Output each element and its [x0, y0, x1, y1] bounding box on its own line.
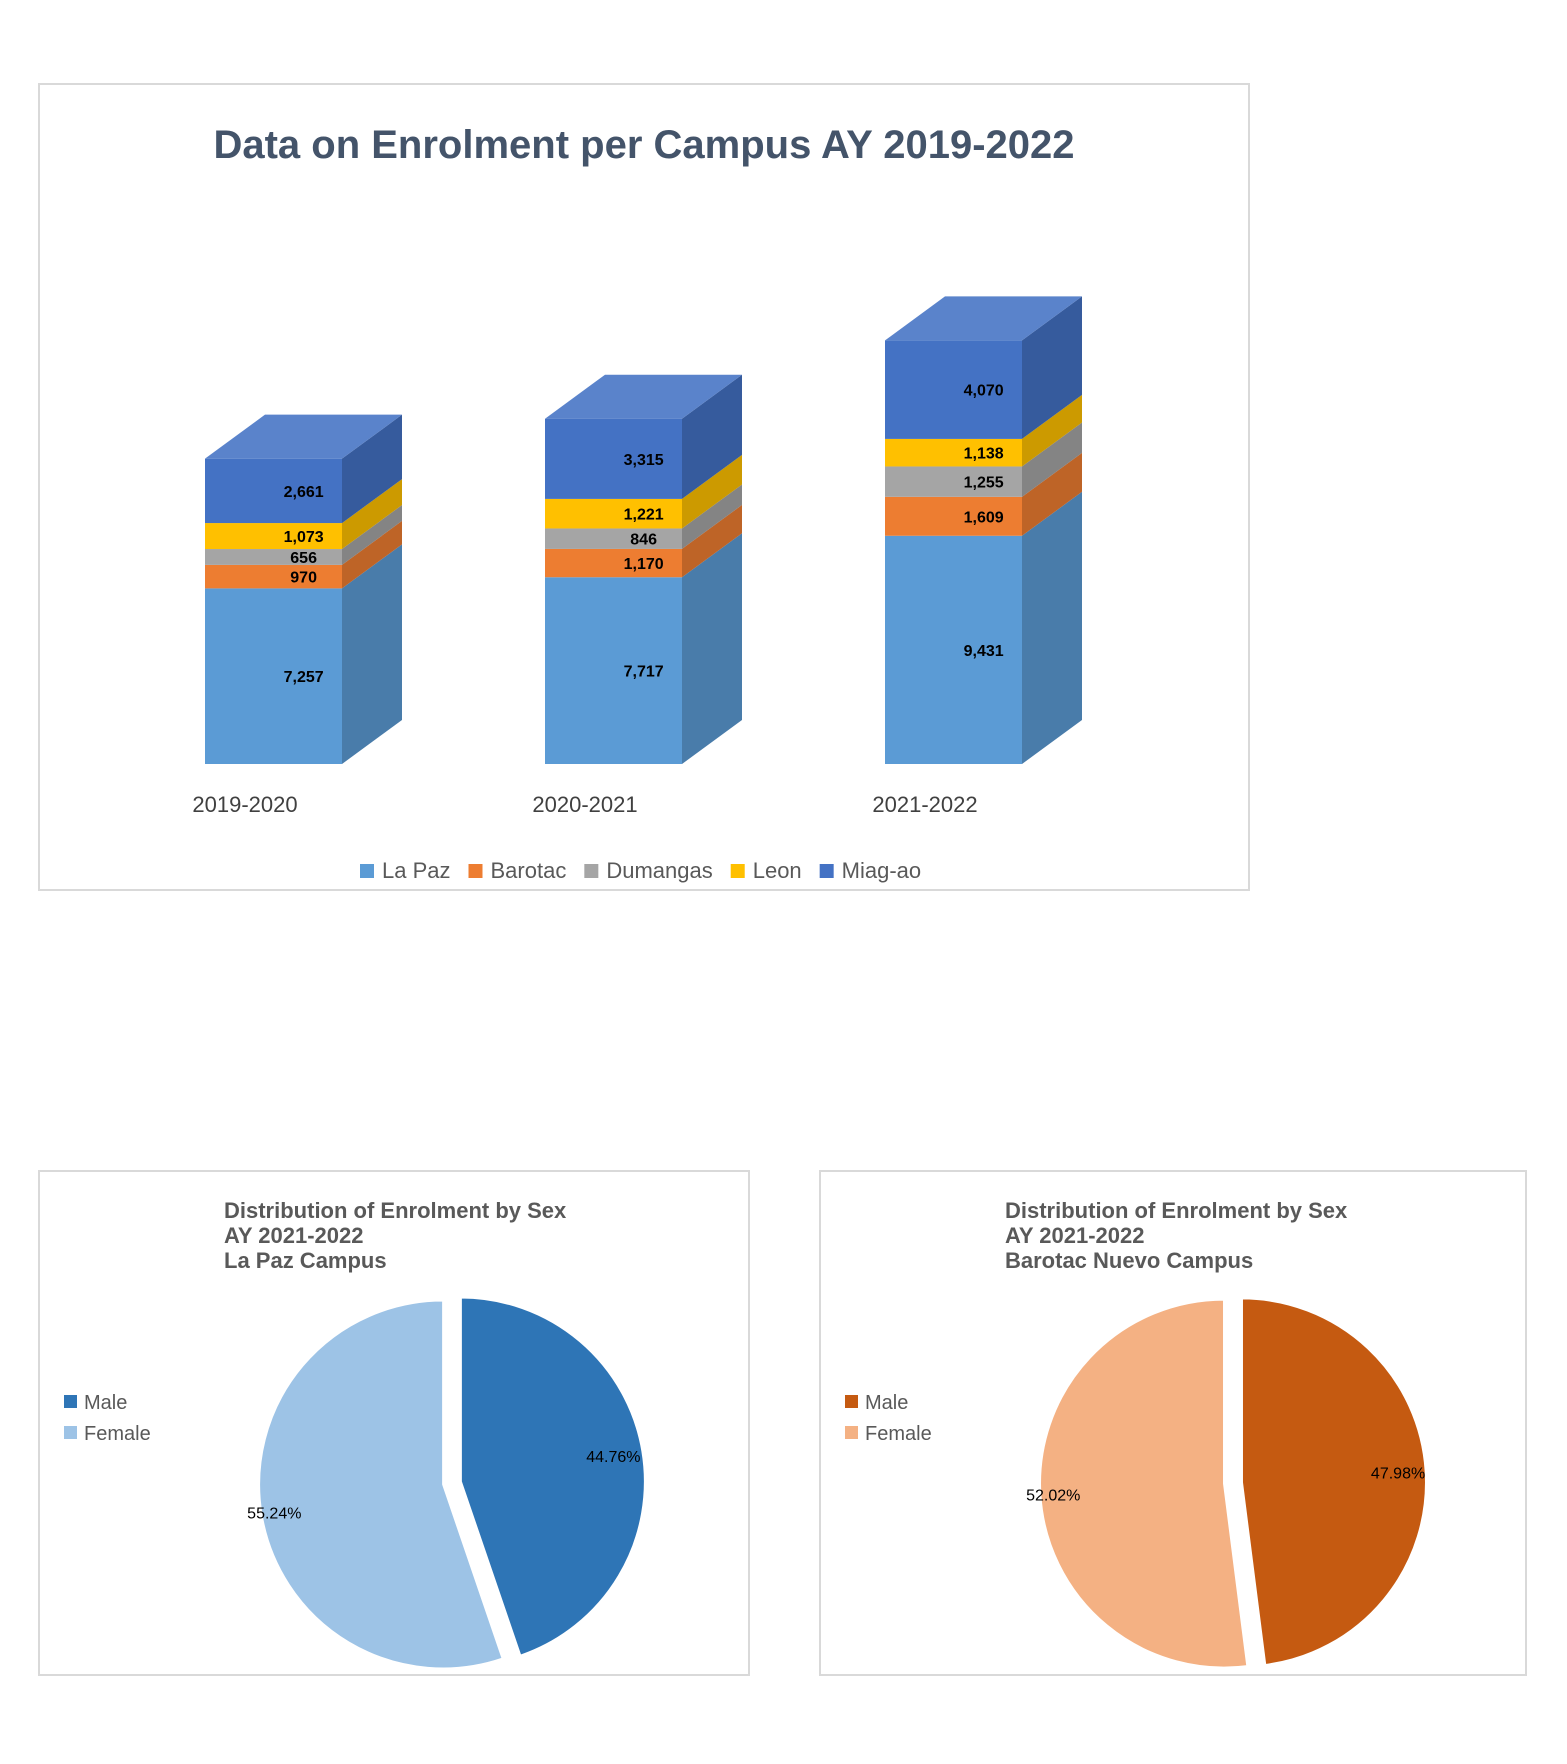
data-label: 9,431 — [964, 643, 1004, 660]
bar-segment-dumangas-2019-2020: 656 — [205, 505, 402, 567]
bar-segment-miag-ao-2021-2022: 4,070 — [885, 296, 1082, 439]
legend-label: Dumangas — [606, 858, 712, 883]
legend-item: Miag-ao — [819, 858, 921, 883]
data-label: 4,070 — [964, 383, 1004, 400]
pie-slices: 47.98% 52.02% — [1026, 1297, 1427, 1669]
category-label: 2021-2022 — [872, 792, 977, 817]
pie-title-line: Distribution of Enrolment by Sex — [224, 1198, 567, 1223]
legend-swatch — [468, 864, 483, 878]
data-label: 7,717 — [624, 664, 664, 681]
legend-swatch — [845, 1426, 858, 1439]
pie-slice-male — [1240, 1297, 1427, 1667]
pie-title-line: Distribution of Enrolment by Sex — [1005, 1198, 1348, 1223]
legend-swatch — [584, 864, 599, 878]
legend-swatch — [730, 864, 745, 878]
data-label: 1,255 — [964, 475, 1004, 492]
pie-slice-female — [1039, 1298, 1249, 1669]
pie-title-line: AY 2021-2022 — [224, 1223, 363, 1248]
bar-segment-dumangas-2020-2021: 846 — [545, 484, 742, 549]
pie-legend: Male Female — [845, 1392, 932, 1445]
data-label: 1,170 — [624, 556, 664, 573]
pie-title-line: La Paz Campus — [224, 1248, 387, 1273]
legend-swatch — [819, 864, 834, 878]
legend-item: Barotac — [468, 858, 567, 883]
bar-segment-barotac-2021-2022: 1,609 — [885, 452, 1082, 536]
legend-label: Female — [865, 1423, 932, 1445]
bar-segment-miag-ao-2019-2020: 2,661 — [205, 414, 402, 524]
pie-percent-label: 55.24% — [247, 1506, 301, 1523]
bar-chart-legend: La Paz Barotac Dumangas Leon Miag-ao — [360, 858, 921, 883]
bar-segment-leon-2021-2022: 1,138 — [885, 394, 1082, 467]
bar-segment-barotac-2020-2021: 1,170 — [545, 504, 742, 578]
la-paz-pie-chart-panel: Distribution of Enrolment by Sex AY 2021-… — [38, 1170, 750, 1676]
legend-swatch — [360, 864, 374, 878]
bar-group: 7,257 970 656 1,073 2,661 7,717 1,170 846 1,221 3… — [205, 296, 1082, 764]
legend-label: Male — [865, 1392, 908, 1414]
pie-slice-male — [459, 1296, 646, 1657]
data-label: 3,315 — [624, 452, 664, 469]
data-label: 2,661 — [284, 484, 324, 501]
pie-percent-label: 47.98% — [1371, 1466, 1425, 1483]
bar-segment-miag-ao-2020-2021: 3,315 — [545, 374, 742, 499]
bar-chart-title: Data on Enrolment per Campus AY 2019-202… — [213, 123, 1074, 167]
legend-label: Female — [84, 1423, 151, 1445]
barotac-pie-chart-panel: Distribution of Enrolment by Sex AY 2021-… — [819, 1170, 1527, 1676]
bar-column-2020-2021: 7,717 1,170 846 1,221 3,315 — [545, 374, 742, 764]
pie-percent-label: 52.02% — [1026, 1487, 1080, 1504]
bar-segment-leon-2019-2020: 1,073 — [205, 479, 402, 550]
legend-label: Barotac — [491, 858, 567, 883]
bar-segment-dumangas-2021-2022: 1,255 — [885, 422, 1082, 497]
data-label: 1,609 — [964, 509, 1004, 526]
legend-swatch — [64, 1395, 77, 1408]
legend-label: Miag-ao — [842, 858, 921, 883]
pie-slice-female — [258, 1299, 504, 1670]
data-label: 7,257 — [284, 669, 324, 686]
data-label: 1,221 — [624, 507, 664, 524]
bar-segment-barotac-2019-2020: 970 — [205, 520, 402, 589]
pie-title-line: AY 2021-2022 — [1005, 1223, 1144, 1248]
data-label: 1,138 — [964, 446, 1004, 463]
pie-percent-label: 44.76% — [586, 1449, 640, 1466]
legend-item: Dumangas — [584, 858, 713, 883]
category-label: 2020-2021 — [532, 792, 637, 817]
legend-item: Female — [845, 1423, 932, 1445]
bar-segment-la-paz-2019-2020: 7,257 — [205, 544, 402, 764]
legend-item: Leon — [730, 858, 802, 883]
legend-item: Male — [845, 1392, 908, 1414]
bar-segment-la-paz-2021-2022: 9,431 — [885, 491, 1082, 764]
pie-slices: 44.76% 55.24% — [247, 1296, 646, 1670]
data-label: 970 — [290, 570, 317, 587]
data-label: 846 — [630, 532, 657, 549]
category-label: 2019-2020 — [192, 792, 297, 817]
legend-swatch — [845, 1395, 858, 1408]
pie-title-line: Barotac Nuevo Campus — [1005, 1248, 1253, 1273]
pie-legend: Male Female — [64, 1392, 151, 1445]
legend-item: La Paz — [360, 858, 451, 883]
legend-label: La Paz — [382, 858, 451, 883]
bar-segment-la-paz-2020-2021: 7,717 — [545, 533, 742, 764]
enrolment-bar-chart-panel: Data on Enrolment per Campus AY 2019-202… — [38, 83, 1250, 891]
legend-label: Leon — [753, 858, 802, 883]
data-label: 656 — [290, 550, 317, 567]
bar-segment-leon-2020-2021: 1,221 — [545, 454, 742, 529]
enrolment-bar-chart: Data on Enrolment per Campus AY 2019-202… — [192, 123, 1082, 883]
bar-column-2019-2020: 7,257 970 656 1,073 2,661 — [205, 414, 402, 764]
legend-item: Female — [64, 1423, 151, 1445]
legend-item: Male — [64, 1392, 127, 1414]
legend-label: Male — [84, 1392, 127, 1414]
data-label: 1,073 — [284, 529, 324, 546]
bar-column-2021-2022: 9,431 1,609 1,255 1,138 4,070 — [885, 296, 1082, 764]
category-axis: 2019-2020 2020-2021 2021-2022 — [192, 792, 977, 817]
legend-swatch — [64, 1426, 77, 1439]
